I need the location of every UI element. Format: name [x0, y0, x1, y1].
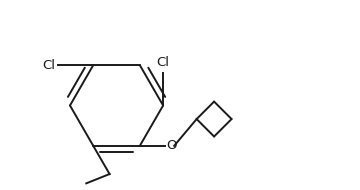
Text: O: O	[166, 139, 176, 152]
Text: Cl: Cl	[42, 59, 55, 72]
Text: Cl: Cl	[157, 56, 170, 69]
